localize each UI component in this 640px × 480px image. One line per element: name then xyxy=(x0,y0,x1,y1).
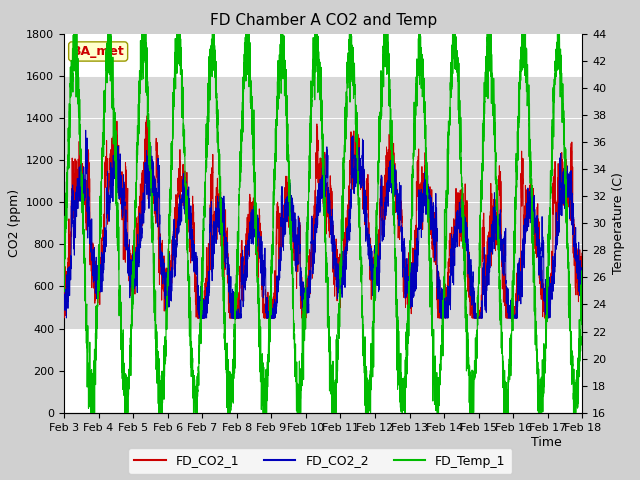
Text: BA_met: BA_met xyxy=(72,45,125,58)
Title: FD Chamber A CO2 and Temp: FD Chamber A CO2 and Temp xyxy=(209,13,437,28)
Y-axis label: CO2 (ppm): CO2 (ppm) xyxy=(8,189,20,257)
X-axis label: Time: Time xyxy=(531,435,561,448)
Bar xyxy=(64,76,582,328)
Legend: FD_CO2_1, FD_CO2_2, FD_Temp_1: FD_CO2_1, FD_CO2_2, FD_Temp_1 xyxy=(128,448,512,474)
Y-axis label: Temperature (C): Temperature (C) xyxy=(612,172,625,274)
